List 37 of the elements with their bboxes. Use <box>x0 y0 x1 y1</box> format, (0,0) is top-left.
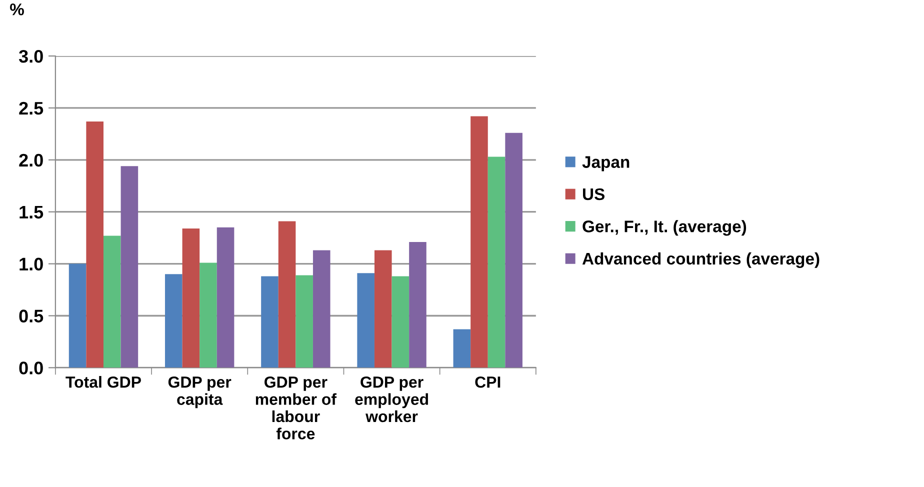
y-tick-label: 2.0 <box>19 154 43 167</box>
y-tick-label: 1.0 <box>20 258 43 271</box>
bar <box>68 264 86 368</box>
bar <box>216 227 234 368</box>
legend-label: Ger., Fr., It. (average) <box>582 220 746 236</box>
bar <box>182 228 200 368</box>
bar <box>296 275 313 368</box>
x-tick-label: GDP per employed worker <box>355 376 428 422</box>
bar <box>470 116 488 368</box>
bar <box>409 242 426 368</box>
bar <box>278 221 296 368</box>
y-tick-label: 2.5 <box>19 102 44 115</box>
bar <box>164 274 182 368</box>
bar <box>200 262 217 368</box>
bar <box>374 250 392 368</box>
legend-label: Japan <box>582 156 630 172</box>
x-tick-label: GDP per capita <box>168 376 232 408</box>
y-tick-label: 0.5 <box>19 310 44 322</box>
y-tick-label: 0.0 <box>19 362 43 374</box>
bar <box>120 166 138 368</box>
bar <box>488 156 506 368</box>
bar <box>86 121 104 368</box>
y-tick-label: 3.0 <box>18 50 43 63</box>
bar <box>261 276 278 368</box>
x-tick-label: CPI <box>475 376 500 388</box>
bar <box>103 236 121 368</box>
legend-label: Advanced countries (average) <box>582 252 820 268</box>
bar <box>453 329 471 368</box>
bar <box>357 273 374 368</box>
legend-label: US <box>583 188 605 200</box>
bar <box>392 276 410 368</box>
y-axis-title: % <box>10 4 24 16</box>
x-tick-label: Total GDP <box>66 376 141 388</box>
x-tick-label: GDP per member of labour force <box>256 376 337 440</box>
y-tick-label: 1.5 <box>20 206 44 219</box>
bar <box>505 132 522 368</box>
bar <box>312 250 330 368</box>
